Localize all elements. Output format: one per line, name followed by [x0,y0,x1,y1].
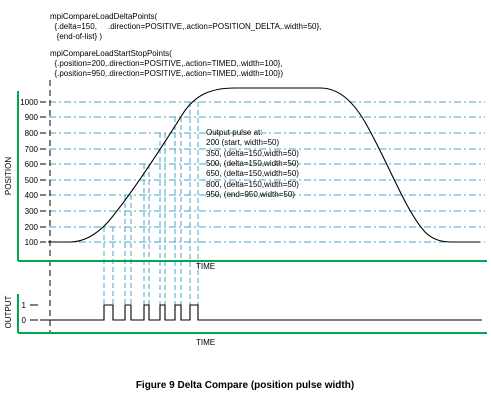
code-line: {end-of-list} ) [50,32,102,41]
tick-label: 100 [25,238,39,247]
tick-label: 700 [25,145,39,154]
output-pulse-train [40,304,482,321]
position-y-ticks [40,101,46,243]
output-tick-label-1: 1 [22,301,27,310]
tick-label: 300 [25,207,39,216]
annotation-line: 800, (delta=150,width=50) [206,180,299,189]
tick-label: 800 [25,129,39,138]
position-time-label: TIME [196,262,215,271]
code-line: {.position=950,.direction=POSITIVE,.acti… [50,69,283,78]
code-block: mpiCompareLoadDeltaPoints( {.delta=150, … [50,12,321,78]
output-y-ticks [30,304,38,321]
code-line: {.delta=150, .direction=POSITIVE,.action… [50,22,321,31]
annotation-line: 650, (delta=150,width=50) [206,169,299,178]
position-axes [17,91,487,262]
figure-caption: Figure 9 Delta Compare (position pulse w… [136,380,354,391]
annotation-line: 200 (start, width=50) [206,138,279,147]
code-line: mpiCompareLoadStartStopPoints( [50,49,172,58]
annotation-line: 500, (delta=150,width=50) [206,159,299,168]
output-tick-label-0: 0 [22,316,27,325]
position-tick-labels: 1000 900 800 700 600 500 400 300 200 100 [20,98,38,247]
code-line: {.position=200,.direction=POSITIVE,.acti… [50,59,283,68]
code-line: mpiCompareLoadDeltaPoints( [50,12,158,21]
tick-label: 600 [25,160,39,169]
output-axes [17,294,487,334]
annotation-line: 350, (delta=150,width=50) [206,149,299,158]
crossing-guides [103,102,199,320]
tick-label: 900 [25,113,39,122]
position-profile-curve [48,87,480,243]
position-axis-label: POSITION [4,157,13,195]
tick-label: 500 [25,176,39,185]
output-time-label: TIME [196,338,215,347]
pulse-annotation: Output pulse at: 200 (start, width=50) 3… [206,128,299,199]
tick-label: 1000 [20,98,38,107]
tick-label: 200 [25,223,39,232]
annotation-line: 950, (end=950,width=50) [206,190,295,199]
tick-label: 400 [25,191,39,200]
output-axis-label: OUTPUT [4,295,13,328]
annotation-line: Output pulse at: [206,128,262,137]
position-guides [49,101,485,243]
